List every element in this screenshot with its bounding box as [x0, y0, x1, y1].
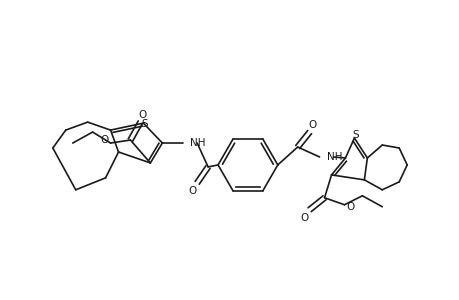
Text: NH: NH	[326, 152, 341, 162]
Text: O: O	[346, 202, 354, 212]
Text: S: S	[351, 130, 358, 140]
Text: O: O	[300, 213, 308, 223]
Text: O: O	[100, 135, 108, 145]
Text: S: S	[141, 119, 147, 129]
Text: NH: NH	[190, 138, 205, 148]
Text: O: O	[138, 110, 146, 120]
Text: O: O	[308, 120, 316, 130]
Text: O: O	[188, 186, 196, 196]
